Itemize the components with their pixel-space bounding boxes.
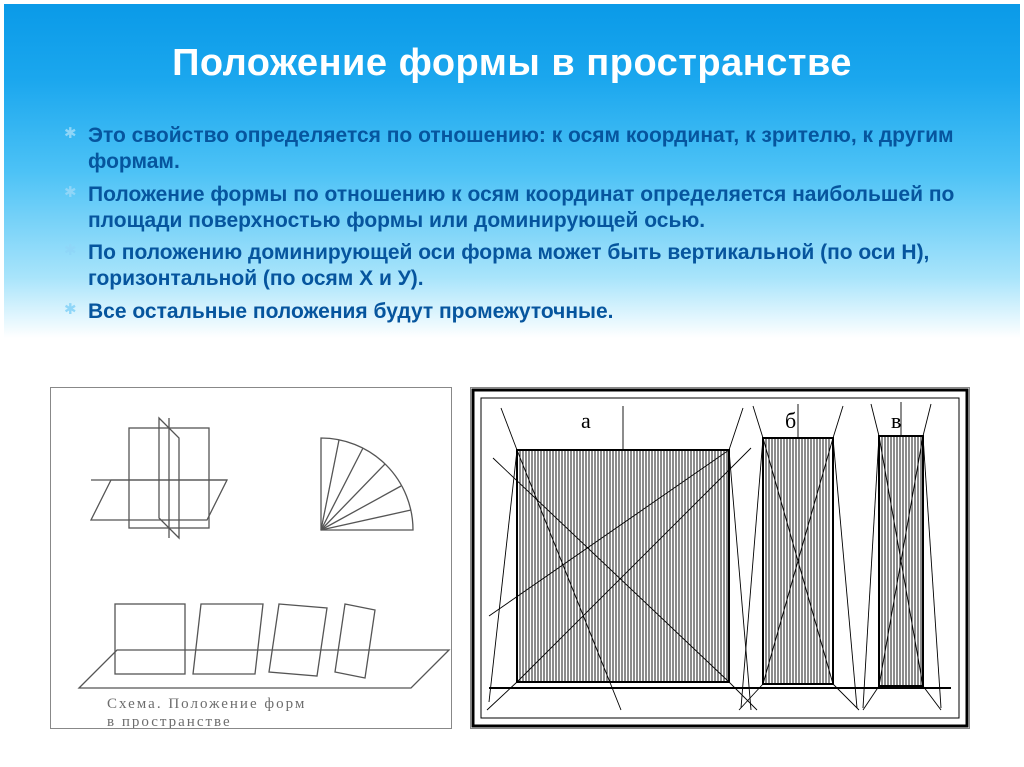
panel-b bbox=[739, 404, 859, 710]
panel-c bbox=[863, 402, 941, 710]
bullet-item: Это свойство определяется по отношению: … bbox=[64, 123, 960, 176]
figure-right: а б в bbox=[470, 387, 970, 729]
bullet-list: Это свойство определяется по отношению: … bbox=[64, 123, 960, 325]
quarter-fan-icon bbox=[321, 438, 413, 530]
bullet-item: Все остальные положения будут промежуточ… bbox=[64, 299, 960, 325]
figure-left-caption-1: Схема. Положение форм bbox=[107, 696, 306, 712]
bullet-item: Положение формы по отношению к осям коор… bbox=[64, 182, 960, 235]
slide: Положение формы в пространстве Это свойс… bbox=[0, 0, 1024, 767]
panel-label-c: в bbox=[891, 408, 901, 433]
intersecting-planes-icon bbox=[91, 418, 227, 538]
bullet-item: По положению доминирующей оси форма може… bbox=[64, 240, 960, 293]
ground-plane-icon bbox=[79, 650, 449, 688]
slide-title: Положение формы в пространстве bbox=[4, 4, 1020, 95]
rotating-squares-icon bbox=[115, 604, 375, 678]
figure-left: Схема. Положение форм в пространстве bbox=[50, 387, 452, 729]
panel-label-a: а bbox=[581, 408, 591, 433]
figure-left-caption-2: в пространстве bbox=[107, 714, 232, 728]
figure-row: Схема. Положение форм в пространстве а б… bbox=[50, 387, 970, 729]
panel-a bbox=[487, 406, 757, 710]
panel-label-b: б bbox=[785, 408, 796, 433]
